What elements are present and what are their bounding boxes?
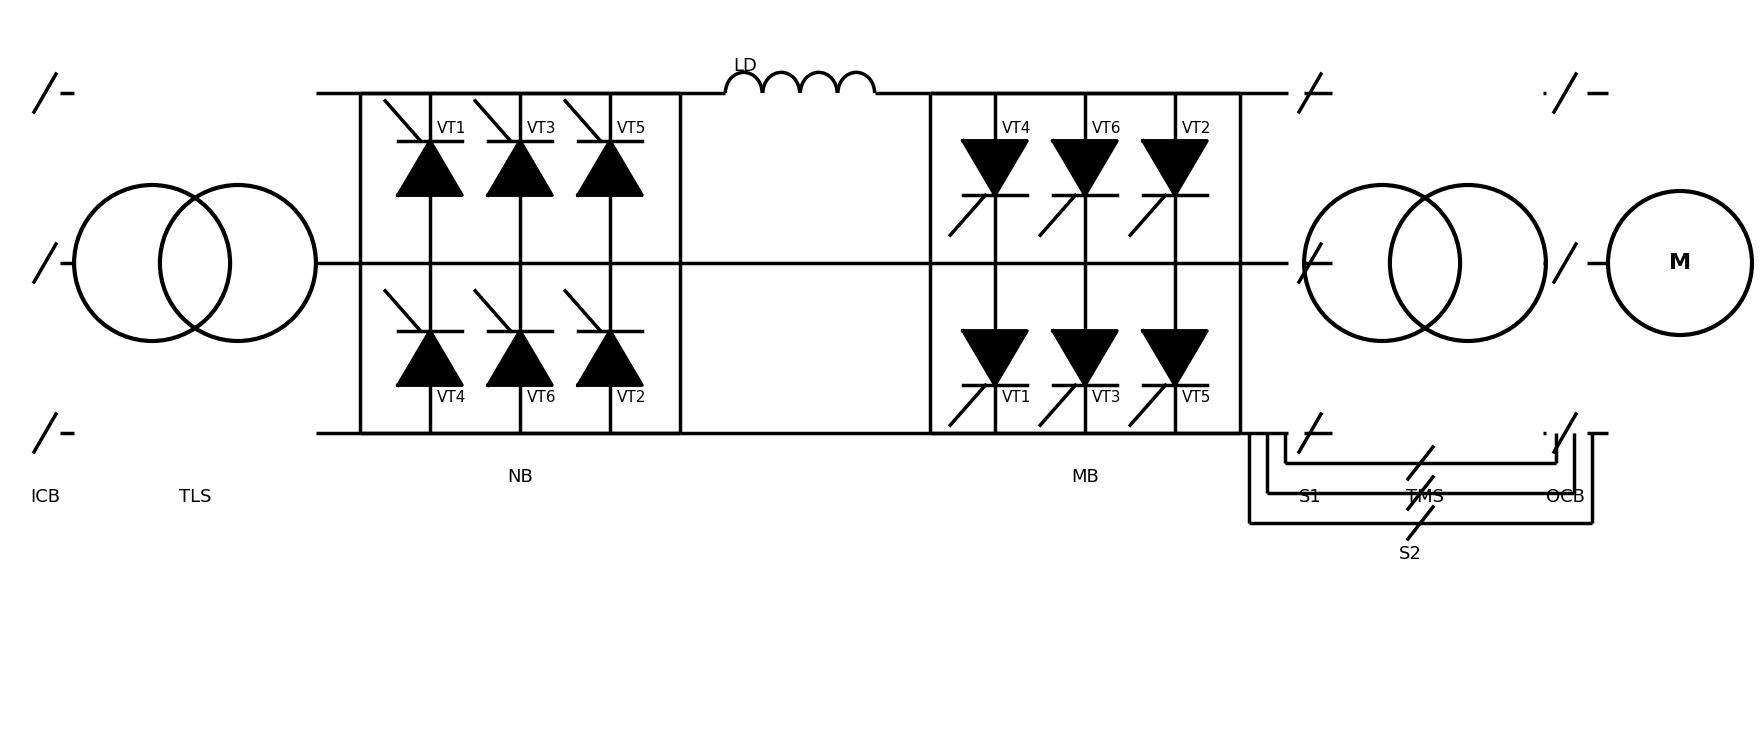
Text: VT1: VT1 bbox=[1002, 390, 1032, 405]
Polygon shape bbox=[963, 141, 1027, 195]
Text: VT3: VT3 bbox=[1092, 390, 1122, 405]
Text: VT5: VT5 bbox=[616, 121, 646, 136]
Text: ICB: ICB bbox=[30, 488, 60, 506]
Text: VT4: VT4 bbox=[1002, 121, 1032, 136]
Text: NB: NB bbox=[507, 468, 534, 486]
Text: TLS: TLS bbox=[180, 488, 211, 506]
Polygon shape bbox=[1053, 331, 1116, 385]
Text: VT3: VT3 bbox=[527, 121, 556, 136]
Polygon shape bbox=[488, 141, 551, 195]
Text: VT5: VT5 bbox=[1182, 390, 1212, 405]
Text: VT1: VT1 bbox=[437, 121, 467, 136]
Text: VT2: VT2 bbox=[1182, 121, 1212, 136]
Polygon shape bbox=[1143, 331, 1206, 385]
Polygon shape bbox=[1143, 141, 1206, 195]
Polygon shape bbox=[963, 331, 1027, 385]
Polygon shape bbox=[488, 331, 551, 385]
Text: TMS: TMS bbox=[1405, 488, 1444, 506]
Text: M: M bbox=[1669, 253, 1691, 273]
Text: VT4: VT4 bbox=[437, 390, 467, 405]
Text: MB: MB bbox=[1071, 468, 1099, 486]
Text: LD: LD bbox=[733, 57, 757, 75]
Text: VT6: VT6 bbox=[1092, 121, 1122, 136]
Text: OCB: OCB bbox=[1546, 488, 1585, 506]
Polygon shape bbox=[578, 331, 643, 385]
Text: VT2: VT2 bbox=[616, 390, 646, 405]
Text: S2: S2 bbox=[1398, 545, 1421, 563]
Polygon shape bbox=[398, 141, 461, 195]
Polygon shape bbox=[1053, 141, 1116, 195]
Polygon shape bbox=[398, 331, 461, 385]
Polygon shape bbox=[578, 141, 643, 195]
Text: VT6: VT6 bbox=[527, 390, 556, 405]
Text: S1: S1 bbox=[1298, 488, 1321, 506]
